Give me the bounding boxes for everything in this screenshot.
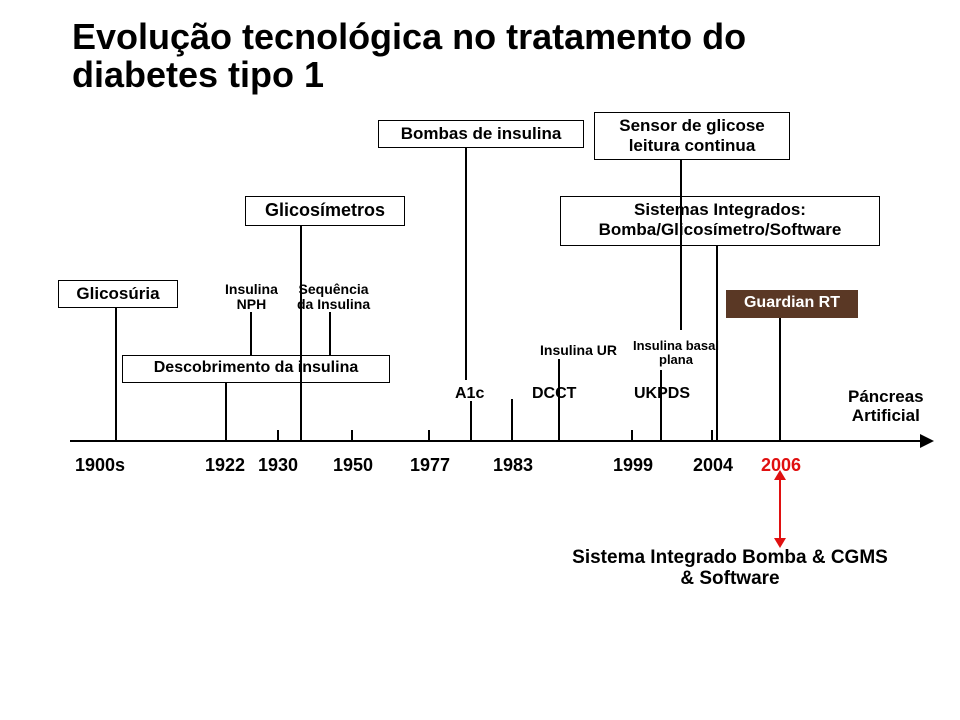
tick-mark — [711, 430, 713, 440]
timeline-axis — [70, 440, 920, 442]
bottom-l2: & Software — [680, 568, 779, 589]
connector-line — [225, 383, 227, 440]
year-label: 1950 — [333, 455, 373, 476]
sensor-line-2: leitura continua — [629, 136, 756, 155]
tick-mark — [428, 430, 430, 440]
label-sequencia-insulina: Sequência da Insulina — [297, 282, 370, 313]
connector-line — [779, 318, 781, 440]
connector-line — [660, 370, 662, 440]
label-a1c: A1c — [455, 385, 484, 403]
title-line-1: Evolução tecnológica no tratamento do — [72, 16, 746, 57]
year-label: 1900s — [75, 455, 125, 476]
arrow-2006-to-caption — [779, 478, 781, 540]
box-glicosimetros: Glicosímetros — [245, 196, 405, 226]
box-sistemas-integrados: Sistemas Integrados: Bomba/Glicosímetro/… — [560, 196, 880, 246]
basal-l2: plana — [659, 352, 693, 367]
sistemas-line-2: Bomba/Glicosímetro/Software — [599, 220, 842, 239]
year-label: 1922 — [205, 455, 245, 476]
label-insulina-nph: Insulina NPH — [225, 282, 278, 313]
caption-sistema-integrado: Sistema Integrado Bomba & CGMS & Softwar… — [540, 548, 920, 590]
box-descobrimento-insulina: Descobrimento da insulina — [122, 355, 390, 383]
seq-l1: Sequência — [299, 281, 369, 297]
tick-mark — [277, 430, 279, 440]
year-label: 1977 — [410, 455, 450, 476]
label-insulina-basal-plana: Insulina basal plana — [633, 339, 719, 368]
year-label: 1930 — [258, 455, 298, 476]
connector-line — [465, 148, 467, 380]
pancreas-l2: Artificial — [852, 406, 920, 425]
connector-line — [558, 359, 560, 440]
year-label: 1999 — [613, 455, 653, 476]
connector-line — [470, 401, 472, 440]
basal-l1: Insulina basal — [633, 338, 719, 353]
year-label: 2004 — [693, 455, 733, 476]
connector-line — [250, 312, 252, 355]
label-ukpds: UKPDS — [634, 385, 690, 403]
connector-line — [300, 226, 302, 440]
box-glicosuria: Glicosúria — [58, 280, 178, 308]
connector-line — [680, 160, 682, 330]
seq-l2: da Insulina — [297, 296, 370, 312]
slide-title: Evolução tecnológica no tratamento do di… — [72, 18, 746, 94]
box-bombas-insulina: Bombas de insulina — [378, 120, 584, 148]
year-label: 1983 — [493, 455, 533, 476]
timeline-arrowhead-icon — [920, 434, 934, 448]
title-line-2: diabetes tipo 1 — [72, 54, 324, 95]
slide-root: Evolução tecnológica no tratamento do di… — [0, 0, 960, 720]
sensor-line-1: Sensor de glicose — [619, 116, 765, 135]
tick-mark — [351, 430, 353, 440]
nph-l1: Insulina — [225, 281, 278, 297]
arrowhead-up-icon — [774, 470, 786, 480]
tick-mark — [631, 430, 633, 440]
connector-line — [511, 399, 513, 440]
connector-line — [115, 308, 117, 440]
connector-line — [716, 246, 718, 440]
pancreas-l1: Páncreas — [848, 387, 924, 406]
bottom-l1: Sistema Integrado Bomba & CGMS — [572, 547, 888, 568]
label-pancreas-artificial: Páncreas Artificial — [848, 388, 924, 425]
box-guardian-rt: Guardian RT — [726, 290, 858, 318]
label-insulina-ur: Insulina UR — [540, 343, 617, 358]
label-dcct: DCCT — [532, 385, 576, 403]
box-sensor-glicose: Sensor de glicose leitura continua — [594, 112, 790, 160]
nph-l2: NPH — [237, 296, 267, 312]
connector-line — [329, 312, 331, 355]
sistemas-line-1: Sistemas Integrados: — [634, 200, 806, 219]
